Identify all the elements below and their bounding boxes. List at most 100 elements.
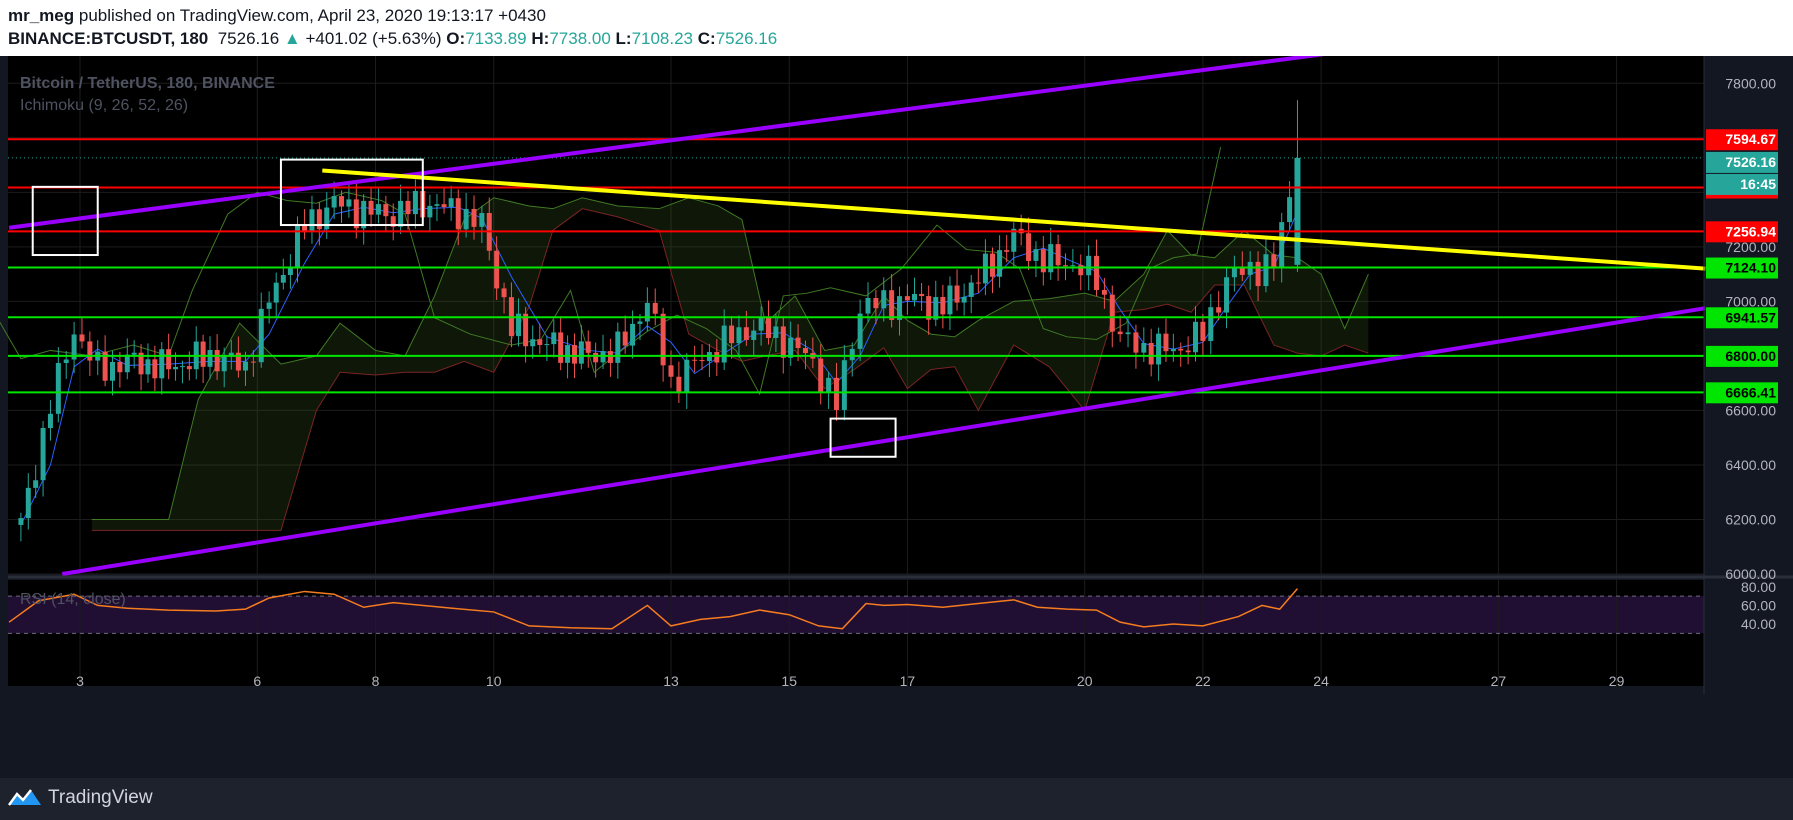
candle-body	[692, 359, 698, 361]
channel-lower-trend-line[interactable]	[61, 306, 1706, 576]
candle-body	[1170, 348, 1176, 352]
candle-body	[1208, 307, 1214, 341]
candle-body	[676, 376, 682, 393]
candle-body	[405, 200, 411, 215]
candle-body	[818, 358, 824, 393]
candle-body	[1255, 261, 1261, 287]
time-axis-label: 10	[486, 673, 502, 689]
candle-body	[558, 332, 564, 363]
candle-body	[684, 359, 690, 393]
candle-body	[221, 355, 227, 372]
last-candle-body	[1294, 157, 1301, 265]
candle-body	[324, 207, 330, 230]
candle-body	[441, 204, 447, 207]
candle-body	[699, 360, 705, 362]
candle-body	[1048, 244, 1054, 273]
descending-trend-line[interactable]	[322, 168, 1706, 271]
support-level-tag: 6666.41	[1725, 384, 1776, 400]
author-name[interactable]: mr_meg	[8, 6, 75, 25]
open-value: 7133.89	[465, 29, 527, 48]
candle-body	[578, 341, 584, 364]
candle-body	[353, 199, 359, 229]
candle-body	[911, 293, 917, 301]
candle-body	[1055, 244, 1061, 266]
candle-body	[551, 332, 557, 345]
candle-body	[79, 334, 85, 342]
support-level-tag-bg	[1706, 307, 1778, 329]
candle-body	[644, 302, 650, 322]
symbol-name: BINANCE:BTCUSDT, 180	[8, 29, 209, 48]
candle-body	[1040, 249, 1046, 273]
candle-body	[228, 352, 234, 356]
candle-body	[55, 363, 61, 414]
candle-body	[1109, 294, 1115, 332]
candle-body	[1263, 254, 1269, 287]
candle-body	[1117, 331, 1123, 335]
candle-body	[294, 225, 300, 267]
candle-body	[565, 345, 571, 363]
candle-body	[926, 296, 932, 320]
tradingview-brand[interactable]: TradingView	[8, 787, 153, 809]
candle-body	[273, 282, 279, 303]
candle-body	[773, 326, 779, 339]
candle-body	[179, 366, 185, 368]
candle-body	[1178, 348, 1184, 351]
rsi-axis-label: 80.00	[1741, 579, 1776, 595]
channel-upper-trend-line[interactable]	[8, 56, 1351, 230]
candle-body	[1078, 265, 1084, 276]
candle-body	[660, 313, 666, 366]
price-pane[interactable]	[8, 56, 1704, 574]
candle-body	[736, 327, 742, 344]
close-value: 7526.16	[715, 29, 778, 48]
time-axis-label: 22	[1195, 673, 1211, 689]
candle-body	[637, 321, 643, 324]
candle-body	[316, 209, 322, 230]
candle-body	[368, 200, 374, 215]
candle-body	[954, 285, 960, 303]
candle-body	[1148, 342, 1154, 365]
candle-body	[250, 361, 256, 363]
candle-body	[919, 293, 925, 297]
candle-body	[1216, 307, 1222, 313]
candle-body	[668, 365, 674, 377]
resistance-level-tag-bg	[1706, 129, 1778, 151]
time-axis-label: 20	[1077, 673, 1093, 689]
ichimoku-cloud	[91, 197, 1369, 531]
candle-body	[138, 352, 144, 375]
candle-body	[87, 341, 93, 361]
candle-body	[961, 296, 967, 303]
candle-body	[593, 352, 599, 363]
last-price: 7526.16	[217, 29, 280, 48]
price-axis-label: 6200.00	[1725, 511, 1776, 527]
highlight-box[interactable]	[829, 417, 897, 458]
candle-body	[1239, 267, 1245, 275]
highlight-box[interactable]	[279, 158, 424, 227]
publish-info: mr_meg published on TradingView.com, Apr…	[8, 6, 546, 26]
candle-body	[1271, 254, 1277, 267]
highlight-box[interactable]	[31, 185, 99, 257]
rsi-axis-label: 60.00	[1741, 597, 1776, 613]
candle-body	[729, 325, 735, 344]
candle-body	[124, 354, 130, 373]
time-axis-label: 3	[76, 673, 84, 689]
candle-body	[501, 288, 507, 298]
price-chart[interactable]: 6000.00 6200.00 6400.00 6600.00 6800.00 7000.…	[0, 56, 1793, 778]
candle-body	[1094, 255, 1100, 291]
candle-body	[889, 290, 895, 320]
candle-body	[102, 351, 108, 381]
candle-body	[571, 345, 577, 364]
candle-body	[1086, 255, 1092, 276]
candle-body	[1279, 222, 1285, 267]
candle-body	[997, 250, 1003, 277]
candle-body	[881, 290, 887, 309]
candle-body	[1141, 342, 1147, 353]
candle-body	[1011, 228, 1017, 252]
candle-body	[516, 313, 522, 337]
candle-body	[968, 282, 974, 297]
resistance-level-tag: 7256.94	[1725, 223, 1776, 239]
legend-title: Bitcoin / TetherUS, 180, BINANCE	[20, 75, 275, 92]
support-level-tag-bg	[1706, 345, 1778, 367]
bar-countdown-tag-bg	[1706, 173, 1778, 195]
candle-body	[339, 196, 345, 207]
candle-body	[630, 323, 636, 346]
